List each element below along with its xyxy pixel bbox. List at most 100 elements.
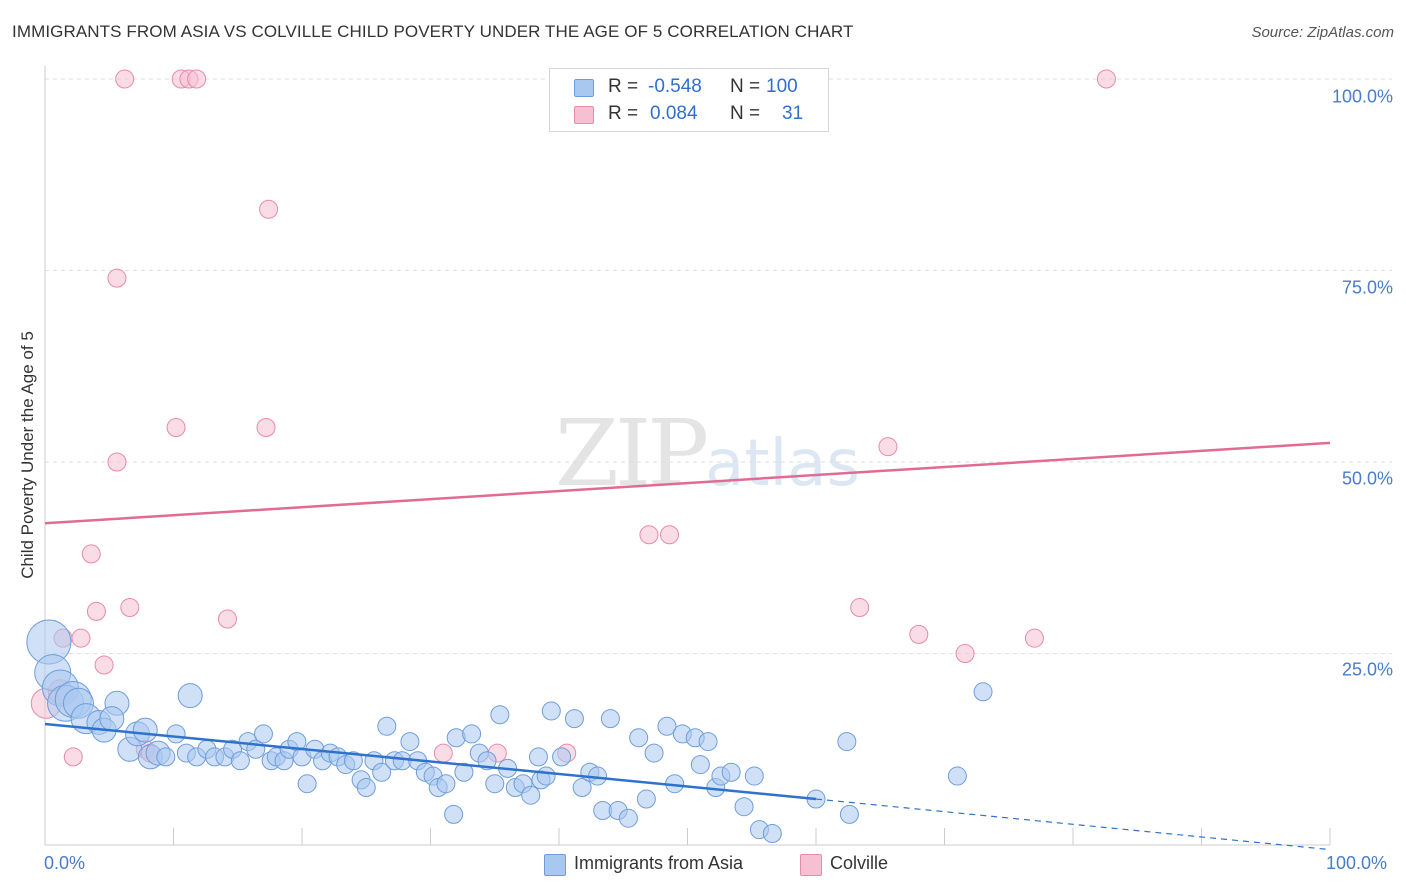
asia-point — [541, 701, 561, 721]
colville-point — [120, 598, 140, 618]
colville-point — [94, 655, 114, 675]
watermark-atlas: atlas — [705, 427, 860, 501]
asia-point — [99, 706, 125, 732]
asia-point — [690, 755, 710, 775]
asia-point — [485, 774, 505, 794]
colville-point — [217, 609, 237, 629]
colville-point — [86, 601, 106, 621]
colville-point — [909, 624, 929, 644]
blue-swatch-icon — [544, 854, 566, 876]
asia-point — [552, 747, 572, 767]
asia-point — [477, 751, 497, 771]
asia-point — [744, 766, 764, 786]
asia-point — [636, 789, 656, 809]
legend-n-label: N = — [730, 103, 761, 124]
colville-point — [71, 628, 91, 648]
legend-r-label: R = — [608, 76, 639, 97]
blue-swatch-icon — [574, 79, 594, 97]
colville-point — [1096, 69, 1116, 89]
immigrants-asia-points — [26, 619, 993, 844]
colville-point — [81, 544, 101, 564]
asia-point — [297, 774, 317, 794]
colville-point — [63, 747, 83, 767]
legend-n-value: 31 — [782, 103, 804, 124]
asia-point — [462, 724, 482, 744]
asia-point — [618, 808, 638, 828]
legend-label-asia: Immigrants from Asia — [574, 853, 744, 873]
trend-lines — [44, 441, 1331, 851]
asia-point — [657, 716, 677, 736]
asia-point — [536, 766, 556, 786]
legend-row-colville: R = 0.084 N = 31 — [550, 101, 828, 127]
asia-point — [973, 682, 993, 702]
legend-label-colville: Colville — [830, 853, 889, 873]
asia-point — [644, 743, 664, 763]
asia-point — [444, 804, 464, 824]
legend-r-label: R = — [608, 103, 639, 124]
pink-swatch-icon — [574, 106, 594, 124]
legend-n-value: 100 — [766, 76, 798, 97]
x-tick-label-min: 0.0% — [44, 853, 86, 873]
colville-point — [878, 437, 898, 457]
colville-point — [1024, 628, 1044, 648]
asia-point — [721, 762, 741, 782]
asia-point — [839, 804, 859, 824]
y-tick-label: 25.0% — [1341, 659, 1393, 680]
colville-point — [259, 199, 279, 219]
asia-point — [572, 778, 592, 798]
colville-point — [850, 598, 870, 618]
asia-trend-line — [44, 722, 817, 801]
asia-point — [156, 747, 176, 767]
asia-point — [762, 824, 782, 844]
asia-point — [356, 778, 376, 798]
y-tick-label: 75.0% — [1341, 277, 1393, 298]
asia-point — [436, 774, 456, 794]
asia-point — [564, 709, 584, 729]
asia-point — [454, 762, 474, 782]
asia-point — [166, 724, 186, 744]
correlation-legend: R = -0.548 N = 100 R = 0.084 N = 31 — [549, 68, 829, 132]
y-tick-label: 50.0% — [1341, 468, 1393, 489]
asia-point — [528, 747, 548, 767]
asia-point — [400, 732, 420, 752]
asia-point — [372, 762, 392, 782]
x-tick-label-max: 100.0% — [1326, 853, 1388, 873]
colville-point — [166, 418, 186, 438]
asia-point — [837, 732, 857, 752]
asia-point — [600, 709, 620, 729]
asia-point — [698, 732, 718, 752]
asia-point — [343, 751, 363, 771]
colville-point — [115, 69, 135, 89]
asia-point — [177, 683, 203, 709]
colville-point — [639, 525, 659, 545]
asia-point — [947, 766, 967, 786]
colville-trend-line — [44, 441, 1331, 525]
asia-point — [521, 785, 541, 805]
colville-point — [187, 69, 207, 89]
chart-title: IMMIGRANTS FROM ASIA VS COLVILLE CHILD P… — [12, 22, 854, 41]
grid-layer — [45, 78, 1392, 654]
asia-trend-extension — [815, 798, 1331, 851]
pink-swatch-icon — [800, 854, 822, 876]
colville-point — [107, 452, 127, 472]
colville-point — [256, 418, 276, 438]
colville-point — [660, 525, 680, 545]
colville-point — [107, 268, 127, 288]
asia-point — [230, 751, 250, 771]
y-axis-label: Child Poverty Under the Age of 5 — [18, 331, 37, 579]
asia-point — [734, 797, 754, 817]
colville-point — [955, 644, 975, 663]
asia-point — [132, 717, 158, 743]
source-credit: Source: ZipAtlas.com — [1251, 24, 1394, 41]
asia-point — [253, 724, 273, 744]
colville-point — [433, 743, 453, 763]
asia-point — [629, 728, 649, 748]
colville-points — [30, 69, 1116, 767]
asia-point — [377, 716, 397, 736]
asia-point — [490, 705, 510, 725]
y-tick-label: 100.0% — [1331, 86, 1393, 107]
legend-r-value: 0.084 — [650, 103, 698, 124]
legend-n-label: N = — [730, 76, 761, 97]
legend-r-value: -0.548 — [648, 76, 702, 97]
